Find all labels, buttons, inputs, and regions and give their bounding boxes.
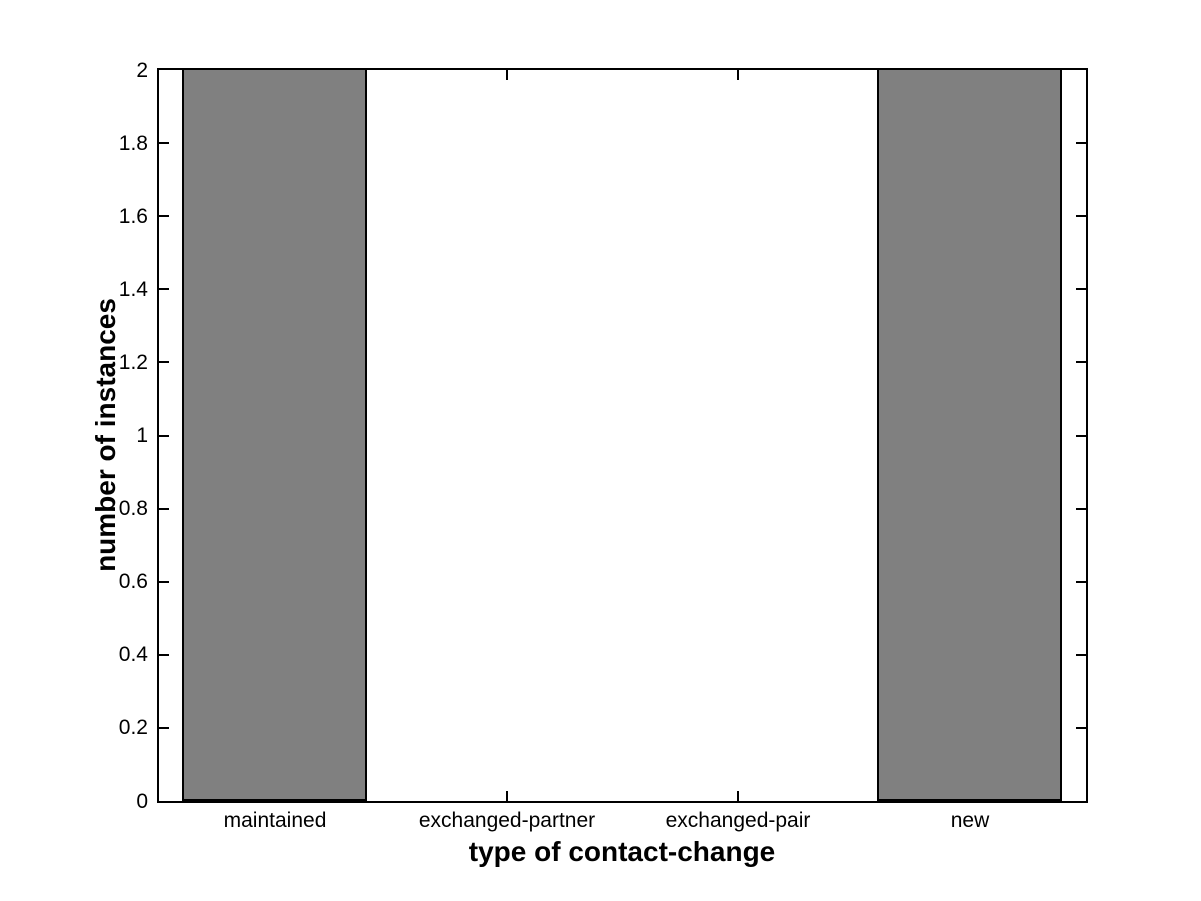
y-tick-right xyxy=(1076,654,1086,656)
y-tick-left xyxy=(159,435,169,437)
y-tick-label: 1.2 xyxy=(118,351,148,374)
y-axis-label: number of instances xyxy=(90,298,121,572)
y-tick-left xyxy=(159,508,169,510)
y-tick-right xyxy=(1076,727,1086,729)
plot-area xyxy=(157,68,1088,803)
bar-new xyxy=(877,68,1062,801)
x-tick-top xyxy=(737,70,739,80)
x-tick-bottom xyxy=(506,791,508,801)
x-tick-bottom xyxy=(737,791,739,801)
y-tick-left xyxy=(159,654,169,656)
y-tick-right xyxy=(1076,215,1086,217)
y-tick-label: 1.8 xyxy=(118,132,148,155)
x-tick-label: exchanged-partner xyxy=(418,809,596,832)
y-tick-left xyxy=(159,727,169,729)
y-tick-label: 0.2 xyxy=(118,716,148,739)
y-tick-left xyxy=(159,288,169,290)
y-tick-left xyxy=(159,581,169,583)
y-tick-right xyxy=(1076,361,1086,363)
y-tick-label: 1.6 xyxy=(118,205,148,228)
y-tick-label: 1.4 xyxy=(118,278,148,301)
y-tick-left xyxy=(159,142,169,144)
y-tick-left xyxy=(159,361,169,363)
x-tick-label: new xyxy=(950,809,990,832)
x-tick-top xyxy=(506,70,508,80)
y-tick-label: 0 xyxy=(136,790,148,813)
bar-maintained xyxy=(182,68,367,801)
x-tick-label: maintained xyxy=(223,809,327,832)
y-tick-label: 1 xyxy=(136,424,148,447)
y-tick-right xyxy=(1076,435,1086,437)
y-tick-label: 0.8 xyxy=(118,497,148,520)
x-tick-label: exchanged-pair xyxy=(665,809,811,832)
y-tick-label: 0.4 xyxy=(118,643,148,666)
y-tick-right xyxy=(1076,508,1086,510)
x-axis-label: type of contact-change xyxy=(468,836,776,867)
y-tick-right xyxy=(1076,288,1086,290)
y-tick-label: 2 xyxy=(136,59,148,82)
y-tick-right xyxy=(1076,581,1086,583)
y-tick-right xyxy=(1076,142,1086,144)
y-tick-left xyxy=(159,215,169,217)
y-tick-label: 0.6 xyxy=(118,570,148,593)
